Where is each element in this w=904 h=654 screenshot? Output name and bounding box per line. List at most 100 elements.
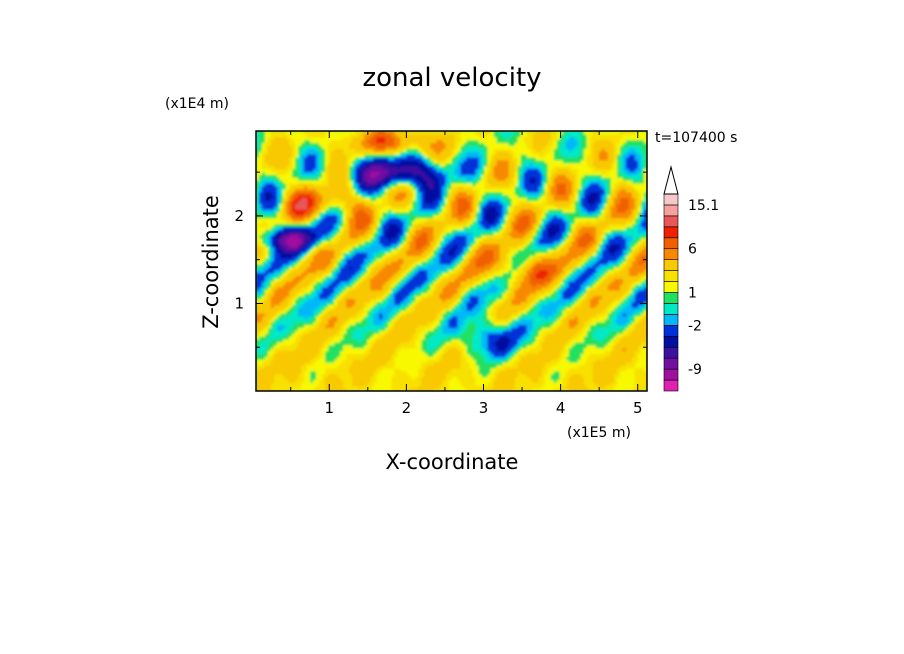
field-cell — [331, 188, 335, 193]
field-cell — [397, 133, 401, 138]
field-cell — [331, 388, 335, 391]
field-cell — [397, 356, 401, 360]
field-cell — [379, 370, 383, 375]
field-cell — [334, 385, 338, 389]
field-cell — [337, 376, 341, 381]
field-cell — [349, 307, 353, 311]
field-cell — [280, 209, 284, 213]
field-cell — [391, 373, 395, 378]
field-cell — [292, 223, 296, 227]
field-cell — [328, 197, 332, 201]
field-cell — [391, 229, 395, 233]
field-cell — [304, 200, 308, 204]
field-cell — [421, 327, 426, 331]
field-cell — [373, 272, 377, 277]
field-cell — [328, 275, 332, 279]
field-cell — [367, 310, 371, 314]
field-cell — [370, 237, 374, 242]
field-cell — [406, 188, 410, 193]
field-cell — [358, 194, 362, 199]
field-cell — [274, 336, 278, 340]
field-cell — [292, 154, 296, 158]
field-cell — [364, 292, 368, 297]
field-cell — [271, 180, 275, 184]
field-cell — [403, 353, 407, 357]
field-cell — [274, 200, 278, 204]
field-cell — [331, 379, 335, 383]
field-cell — [349, 145, 353, 149]
field-cell — [307, 246, 311, 251]
field-cell — [277, 255, 281, 259]
field-cell — [307, 388, 311, 391]
field-cell — [328, 136, 332, 141]
field-cell — [265, 197, 269, 201]
field-cell — [355, 131, 359, 135]
field-cell — [388, 301, 392, 305]
field-cell — [277, 237, 281, 242]
field-cell — [418, 272, 423, 277]
field-cell — [394, 185, 398, 190]
field-cell — [400, 341, 404, 346]
field-cell — [325, 292, 329, 297]
field-cell — [409, 200, 413, 204]
field-cell — [292, 206, 296, 210]
field-cell — [259, 185, 263, 190]
field-cell — [418, 223, 423, 227]
field-cell — [301, 209, 305, 213]
field-cell — [370, 324, 374, 329]
field-cell — [394, 339, 398, 343]
field-cell — [304, 367, 308, 372]
field-cell — [376, 174, 380, 178]
field-cell — [412, 240, 417, 245]
field-cell — [262, 353, 266, 357]
field-cell — [256, 275, 260, 279]
field-cell — [346, 191, 350, 196]
field-cell — [394, 197, 398, 201]
field-cell — [331, 327, 335, 331]
field-cell — [310, 350, 314, 355]
field-cell — [277, 307, 281, 311]
field-cell — [415, 191, 420, 196]
field-cell — [364, 151, 368, 155]
field-cell — [355, 284, 359, 288]
field-cell — [307, 324, 311, 329]
field-cell — [343, 385, 347, 389]
field-cell — [397, 180, 401, 184]
field-cell — [394, 382, 398, 386]
field-cell — [403, 148, 407, 152]
field-cell — [301, 246, 305, 251]
field-cell — [367, 287, 371, 291]
field-cell — [283, 318, 287, 323]
field-cell — [322, 229, 326, 233]
field-cell — [274, 217, 278, 222]
field-cell — [349, 235, 353, 239]
field-cell — [262, 278, 266, 282]
field-cell — [382, 188, 386, 193]
field-cell — [319, 318, 323, 323]
field-cell — [349, 324, 353, 329]
field-cell — [346, 365, 350, 369]
field-cell — [310, 298, 314, 303]
field-cell — [358, 339, 362, 343]
field-cell — [367, 295, 371, 300]
field-cell — [415, 382, 420, 386]
field-cell — [289, 185, 293, 190]
field-cell — [343, 301, 347, 305]
field-cell — [364, 382, 368, 386]
field-cell — [403, 385, 407, 389]
field-cell — [313, 232, 317, 236]
field-cell — [406, 353, 410, 357]
field-cell — [397, 266, 401, 271]
field-cell — [268, 131, 272, 135]
field-cell — [358, 269, 362, 274]
field-cell — [328, 295, 332, 300]
field-cell — [406, 197, 410, 201]
field-cell — [352, 339, 356, 343]
field-cell — [304, 223, 308, 227]
field-cell — [412, 307, 417, 311]
field-cell — [340, 223, 344, 227]
field-cell — [415, 240, 420, 245]
field-cell — [418, 341, 423, 346]
field-cell — [397, 131, 401, 135]
field-cell — [376, 307, 380, 311]
